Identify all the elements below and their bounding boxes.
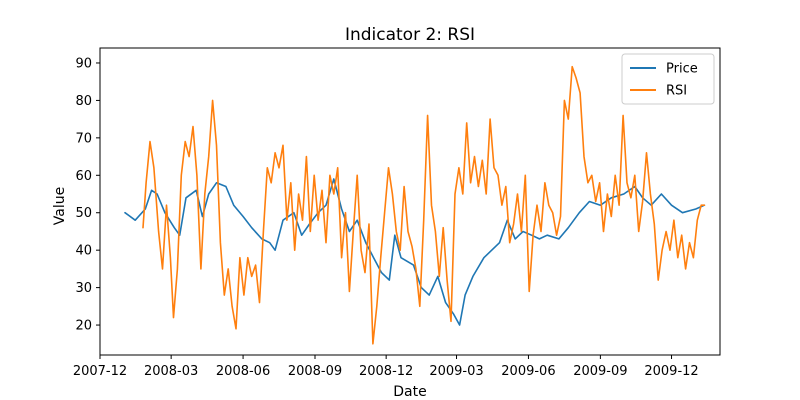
- x-tick-label: 2008-03: [144, 364, 198, 379]
- y-tick-label: 60: [75, 169, 92, 184]
- legend-label-rsi: RSI: [666, 84, 687, 99]
- legend-box: [621, 53, 715, 105]
- series-line-price: [124, 178, 706, 326]
- y-tick-label: 40: [75, 244, 92, 259]
- legend: Price RSI: [621, 53, 715, 105]
- x-tick-label: 2008-06: [216, 364, 270, 379]
- plot-frame: [99, 47, 721, 356]
- y-tick-label: 90: [75, 56, 92, 71]
- y-tick-label: 50: [75, 206, 92, 221]
- x-tick-label: 2008-12: [359, 364, 413, 379]
- x-tick-label: 2009-06: [501, 364, 555, 379]
- y-tick-label: 70: [75, 131, 92, 146]
- series-line-rsi: [142, 65, 706, 345]
- x-tick-label: 2007-12: [73, 364, 127, 379]
- legend-label-price: Price: [666, 62, 698, 77]
- x-tick-label: 2009-09: [573, 364, 627, 379]
- y-tick-label: 20: [75, 319, 92, 334]
- plot-area: 20 30 40 50 60 70 80 90 2007-12 2008-03 2008-06 200…: [73, 47, 721, 379]
- x-tick-label: 2009-03: [429, 364, 483, 379]
- y-axis-label: Value: [52, 187, 68, 225]
- x-tick-label: 2009-12: [644, 364, 698, 379]
- x-tick-label: 2008-09: [288, 364, 342, 379]
- x-axis-label: Date: [393, 384, 426, 400]
- y-tick-label: 30: [75, 281, 92, 296]
- chart-title: Indicator 2: RSI: [345, 25, 475, 45]
- y-tick-label: 80: [75, 94, 92, 109]
